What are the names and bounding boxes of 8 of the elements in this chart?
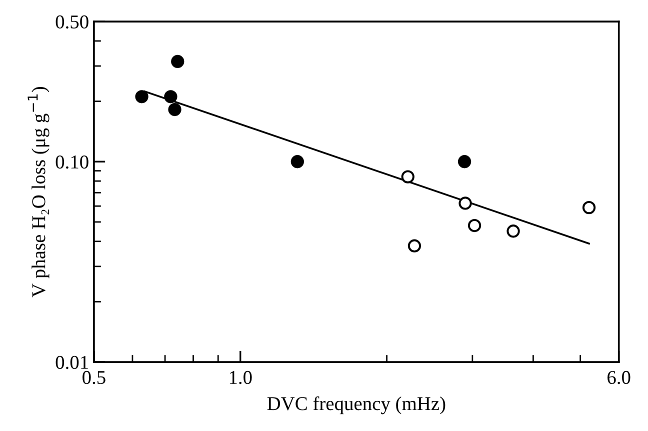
- y-tick-label: 0.50: [56, 15, 88, 29]
- x-tick-label: 0.5: [82, 370, 106, 384]
- x-axis-title: DVC frequency (mHz): [267, 396, 446, 414]
- y-tick-label: 0.10: [56, 155, 88, 169]
- y-tick-label: 0.01: [56, 356, 88, 370]
- x-tick-label: 1.0: [230, 370, 252, 384]
- x-tick-label: 6.0: [608, 370, 630, 384]
- y-axis-title: V phase H₂O loss (μg g$^{−1}$): [28, 86, 50, 298]
